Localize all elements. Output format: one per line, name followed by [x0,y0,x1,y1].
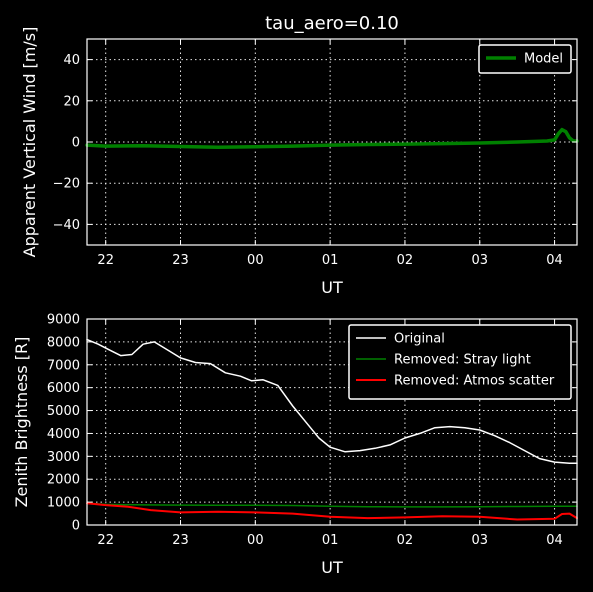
wind-y-tick-label: −40 [53,218,80,233]
brightness-y-tick-label: 1000 [47,496,80,511]
brightness-x-tick-label: 02 [397,533,414,548]
brightness-legend-box [348,324,572,400]
wind-chart-title: tau_aero=0.10 [265,13,399,34]
brightness-ticks: 22 23 00 01 02 03 04 0 1000 2000 3000 4000 5000 6000 7… [47,313,577,548]
wind-y-tick-label: 20 [63,94,80,109]
wind-x-tick-label: 00 [247,253,264,268]
brightness-y-tick-label: 3000 [47,450,80,465]
brightness-series-line-original [86,338,578,464]
brightness-x-tick-label: 01 [322,533,339,548]
brightness-legend-entry: Removed: Atmos scatter [394,374,555,389]
brightness-x-tick-label: 03 [471,533,488,548]
brightness-series-line-removed-atmos-scatter [86,502,578,521]
brightness-legend-entry: Original [394,332,445,347]
wind-y-tick-label: −20 [53,177,80,192]
wind-x-tick-label: 02 [397,253,414,268]
brightness-x-tick-label: 22 [97,533,114,548]
wind-x-tick-label: 23 [172,253,189,268]
wind-x-tick-label: 04 [546,253,563,268]
wind-data [85,127,579,149]
brightness-data [86,338,578,521]
brightness-y-tick-label: 4000 [47,427,80,442]
brightness-series-line-removed-stray-light [86,502,578,508]
wind-x-tick-label: 01 [322,253,339,268]
brightness-x-tick-label: 04 [546,533,563,548]
brightness-x-axis-label: UT [321,558,343,577]
brightness-y-tick-label: 0 [72,519,80,534]
brightness-panel: 22 23 00 01 02 03 04 0 1000 2000 3000 4000 5000 6000 7… [12,313,578,577]
wind-legend-box [478,44,572,74]
wind-x-tick-label: 03 [471,253,488,268]
brightness-y-axis-label: Zenith Brightness [R] [12,337,31,508]
wind-ticks: 22 23 00 01 02 03 04 −40 −20 0 20 40 [53,39,577,268]
brightness-y-tick-label: 9000 [47,313,80,328]
wind-y-axis-label: Apparent Vertical Wind [m/s] [20,27,39,258]
wind-legend-entry: Model [524,52,563,67]
brightness-grid [87,319,577,525]
brightness-x-tick-label: 00 [247,533,264,548]
wind-panel: tau_aero=0.10 22 23 00 01 02 03 04−40−2002040 … [20,13,579,297]
wind-y-tick-label: 0 [72,136,80,151]
wind-series-line-model [85,127,579,149]
brightness-y-tick-label: 7000 [47,358,80,373]
brightness-axes-frame [86,318,578,526]
brightness-legend: Original Removed: Stray light Removed: Atm… [348,324,572,400]
wind-x-axis-label: UT [321,278,343,297]
brightness-x-tick-label: 23 [172,533,189,548]
brightness-y-tick-label: 2000 [47,473,80,488]
brightness-y-tick-label: 5000 [47,404,80,419]
brightness-legend-entry: Removed: Stray light [394,353,531,368]
brightness-y-tick-label: 8000 [47,335,80,350]
wind-x-tick-label: 22 [97,253,114,268]
wind-y-tick-label: 40 [63,53,80,68]
brightness-y-tick-label: 6000 [47,381,80,396]
wind-grid [87,39,577,245]
wind-legend: Model [478,44,572,74]
